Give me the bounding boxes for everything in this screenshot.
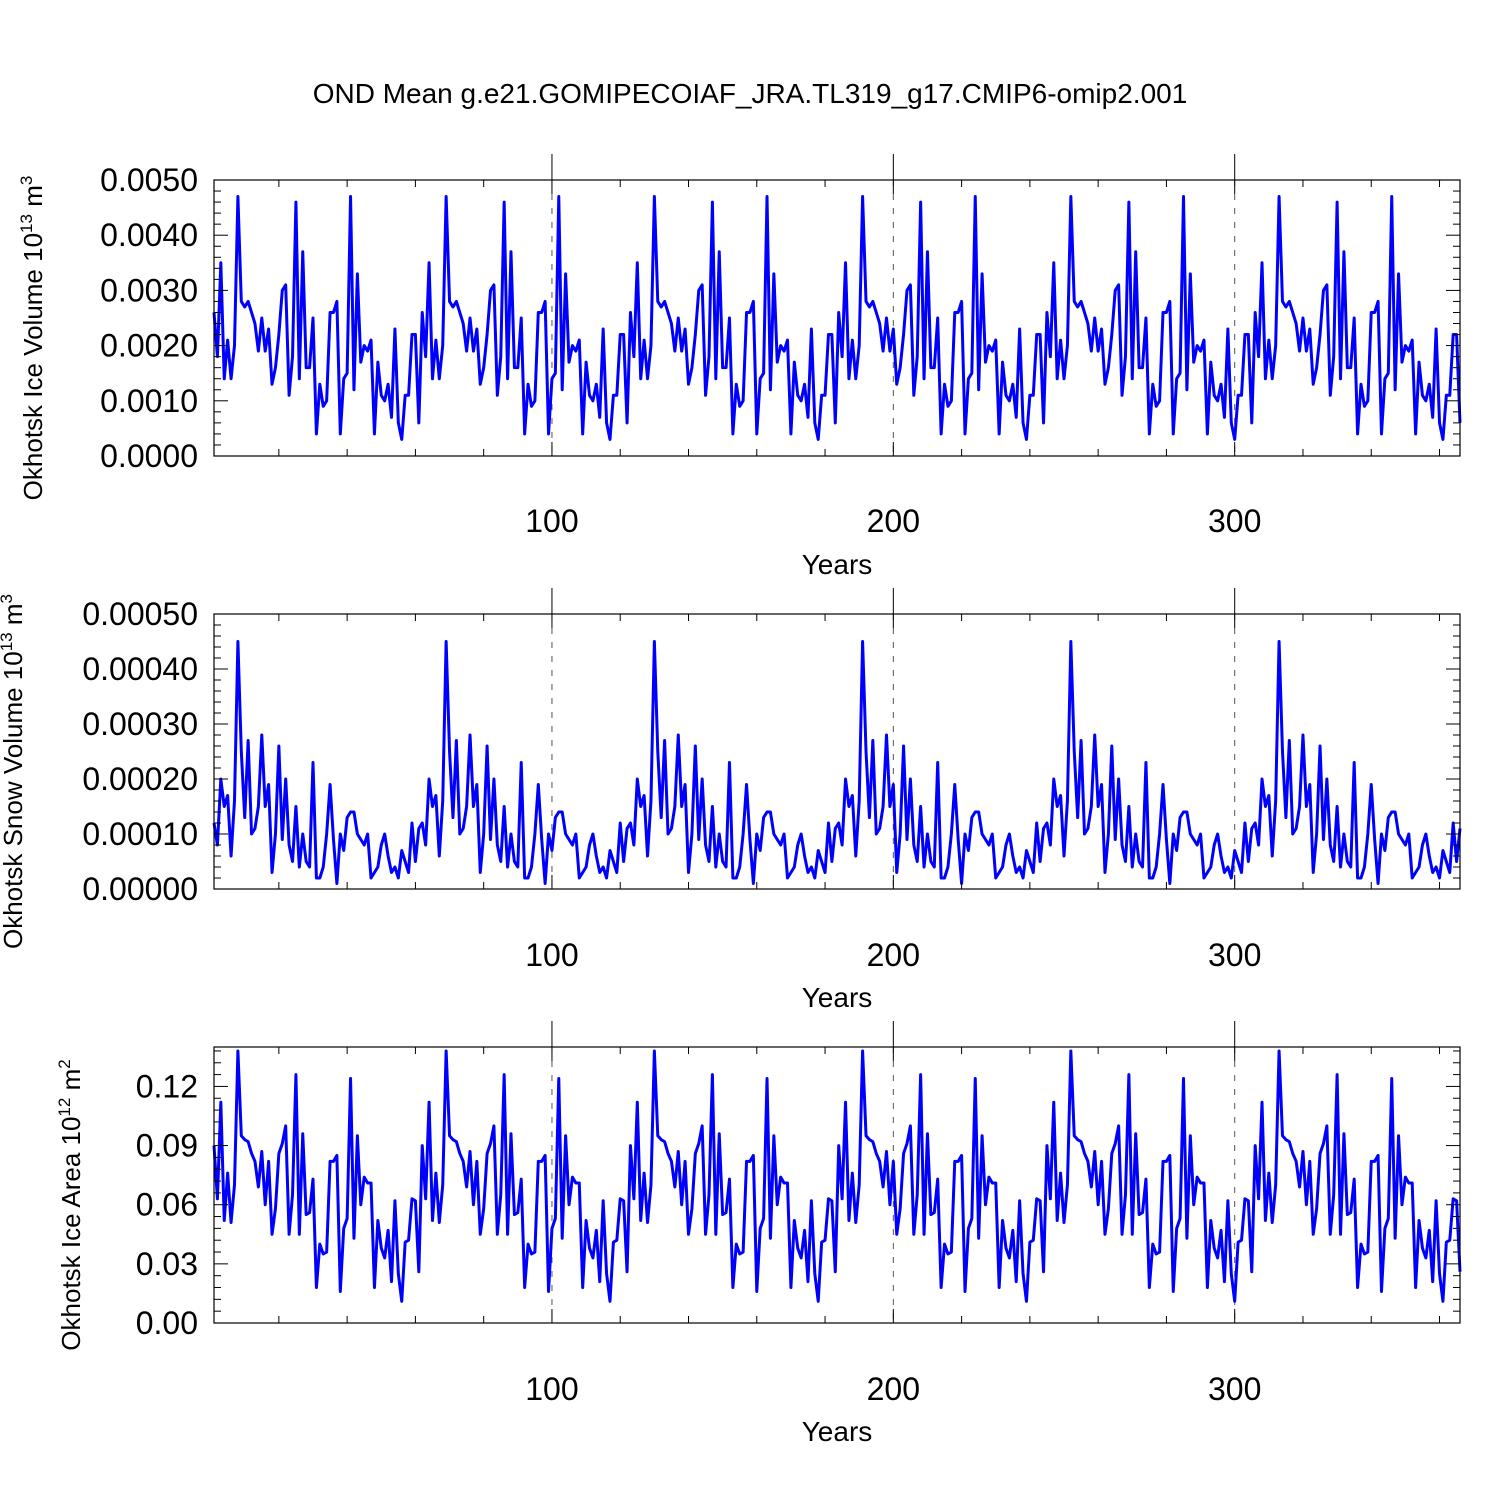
- x-axis-label: Years: [802, 1416, 873, 1447]
- x-tick-label-300: 300: [1208, 503, 1261, 539]
- y-tick-label: 0.00040: [82, 651, 198, 687]
- series-line: [212, 640, 1462, 885]
- y-axis-label-unit-power: 3: [17, 176, 36, 185]
- y-axis-label-text: Okhotsk Snow Volume 10: [0, 651, 28, 949]
- y-axis-label-unit: m: [56, 1069, 86, 1098]
- y-tick-label: 0.0020: [100, 328, 198, 364]
- y-tick-label: 0.00010: [82, 816, 198, 852]
- x-axis-label: Years: [802, 549, 873, 580]
- x-tick-label-300: 300: [1208, 937, 1261, 973]
- y-axis-label-unit-power: 2: [55, 1059, 74, 1068]
- y-axis-label-unit-power: 3: [0, 594, 16, 603]
- x-tick-label-100: 100: [525, 503, 578, 539]
- y-tick-label: 0.00000: [82, 871, 198, 907]
- x-tick-label-300: 300: [1208, 1371, 1261, 1407]
- y-tick-label: 0.00030: [82, 706, 198, 742]
- x-tick-label-100: 100: [525, 1371, 578, 1407]
- y-axis-label-exponent: 12: [55, 1098, 74, 1117]
- panel-3: 0.00 0.03 0.06 0.09 0.12 100 200 300 Years Okhots…: [55, 1021, 1462, 1447]
- y-axis-label-exponent: 13: [17, 214, 36, 233]
- x-tick-label-200: 200: [867, 503, 920, 539]
- y-axis-label: Okhotsk Ice Area 1012 m2: [55, 1059, 86, 1350]
- y-axis-label: Okhotsk Snow Volume 1013 m3: [0, 594, 28, 949]
- chart-title: OND Mean g.e21.GOMIPECOIAF_JRA.TL319_g17…: [312, 78, 1188, 109]
- y-tick-label: 0.00020: [82, 761, 198, 797]
- plot-frame: [213, 179, 1461, 457]
- y-axis-label-unit: m: [18, 185, 48, 214]
- plot-frame: [213, 613, 1461, 890]
- y-axis-label-exponent: 13: [0, 632, 16, 651]
- x-tick-label-200: 200: [867, 937, 920, 973]
- y-tick-label: 0.0040: [100, 217, 198, 253]
- y-axis-label-text: Okhotsk Ice Volume 10: [18, 233, 48, 500]
- y-tick-label: 0.0030: [100, 272, 198, 308]
- series-line: [212, 1049, 1462, 1303]
- y-tick-label: 0.03: [136, 1246, 198, 1282]
- x-tick-label-100: 100: [525, 937, 578, 973]
- y-axis-label: Okhotsk Ice Volume 1013 m3: [17, 176, 48, 501]
- y-tick-label: 0.0050: [100, 162, 198, 198]
- y-tick-label: 0.12: [136, 1068, 198, 1104]
- panel-2: 0.00000 0.00010 0.00020 0.00030 0.00040 0.000…: [0, 588, 1462, 1013]
- y-axis-label-text: Okhotsk Ice Area 10: [56, 1117, 86, 1351]
- y-tick-label: 0.06: [136, 1187, 198, 1223]
- y-tick-label: 0.0010: [100, 383, 198, 419]
- x-axis-label: Years: [802, 982, 873, 1013]
- y-axis-label-unit: m: [0, 603, 28, 632]
- panel-1: 0.0000 0.0010 0.0020 0.0030 0.0040 0.0050 100 2…: [17, 154, 1462, 580]
- y-tick-label: 0.00050: [82, 596, 198, 632]
- x-tick-label-200: 200: [867, 1371, 920, 1407]
- y-tick-label: 0.0000: [100, 438, 198, 474]
- plot-frame: [213, 1046, 1461, 1324]
- y-tick-label: 0.00: [136, 1305, 198, 1341]
- y-tick-label: 0.09: [136, 1128, 198, 1164]
- series-line: [212, 195, 1462, 441]
